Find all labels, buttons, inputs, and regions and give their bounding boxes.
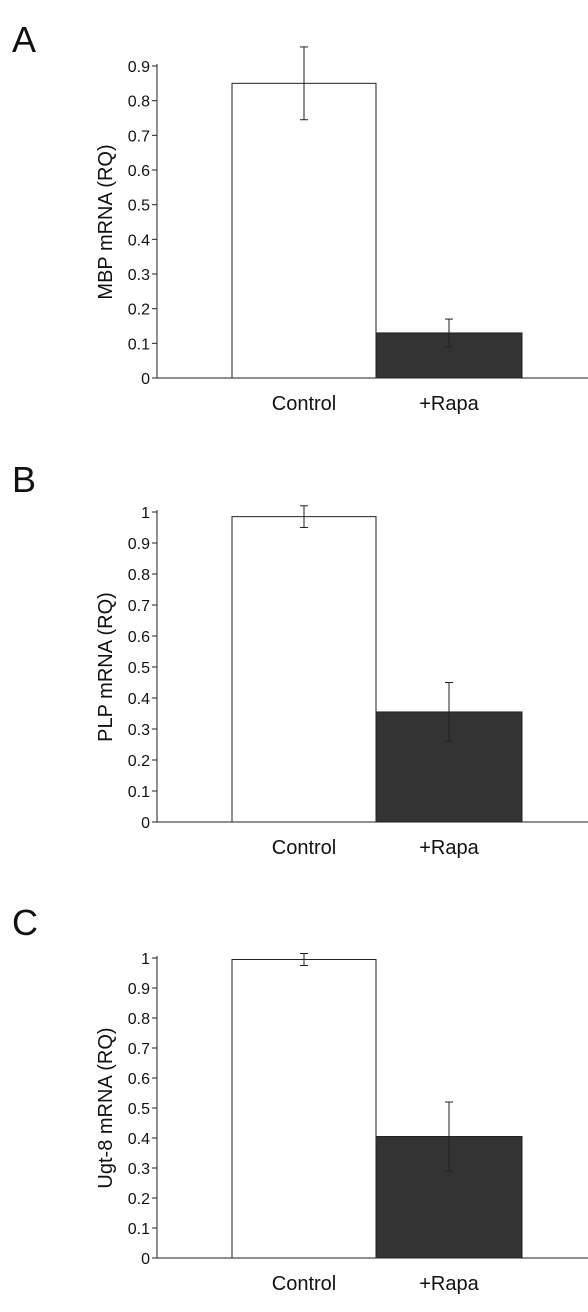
x-category-label: Control [272,837,336,859]
y-tick-label: 0.8 [128,567,150,584]
y-tick-label: 0.1 [128,336,150,353]
y-tick-label: 0.1 [128,784,150,801]
chart-panel-b: B 0 0.1 0.2 0.3 0.4 0.5 0.6 0.7 0.8 0.9 1 Control +Ra… [12,459,588,859]
y-tick-label: 0.9 [128,981,150,998]
chart-panel-c: C 0 0.1 0.2 0.3 0.4 0.5 0.6 0.7 0.8 0.9 1 Control +Ra… [12,902,588,1295]
y-tick-label: 0 [141,815,150,832]
y-tick-label: 0.8 [128,1011,150,1028]
y-axis-label: PLP mRNA (RQ) [95,592,117,742]
x-category-label: +Rapa [419,837,479,859]
y-tick-label: 0.7 [128,128,150,145]
y-tick-label: 0.6 [128,1071,150,1088]
y-tick-label: 0.5 [128,660,150,677]
x-category-label: Control [272,393,336,415]
y-axis-label: MBP mRNA (RQ) [95,144,117,299]
y-tick-label: 0.4 [128,232,150,249]
y-tick-label: 0.5 [128,1101,150,1118]
y-tick-label: 0.4 [128,1131,150,1148]
y-tick-label: 0 [141,1251,150,1268]
y-tick-label: 0.5 [128,198,150,215]
x-category-label: Control [272,1273,336,1295]
chart-panel-a: A 0 0.1 0.2 0.3 0.4 0.5 0.6 0.7 0.8 0.9 Control +Rap… [12,19,588,415]
bar-control [231,516,377,823]
y-tick-label: 0.6 [128,629,150,646]
y-tick-label: 0.7 [128,1041,150,1058]
y-tick-label: 0.2 [128,753,150,770]
y-axis-label: Ugt-8 mRNA (RQ) [95,1027,117,1188]
panel-label: C [12,902,38,943]
y-tick-label: 0.3 [128,267,150,284]
y-tick-label: 0.4 [128,691,150,708]
y-tick-label: 0.3 [128,1161,150,1178]
x-category-label: +Rapa [419,393,479,415]
bar-control [231,82,377,379]
y-tick-label: 0.9 [128,59,150,76]
y-tick-label: 0.6 [128,163,150,180]
bar-control [231,959,377,1259]
y-tick-label: 0.2 [128,302,150,319]
y-tick-label: 0 [141,371,150,388]
y-tick-label: 0.8 [128,94,150,111]
y-tick-label: 0.3 [128,722,150,739]
y-tick-label: 0.2 [128,1191,150,1208]
panel-label: A [12,19,36,60]
x-category-label: +Rapa [419,1273,479,1295]
panel-label: B [12,459,36,500]
y-tick-label: 1 [141,951,150,968]
y-tick-label: 0.1 [128,1221,150,1238]
y-tick-label: 1 [141,505,150,522]
y-tick-label: 0.9 [128,536,150,553]
y-tick-label: 0.7 [128,598,150,615]
